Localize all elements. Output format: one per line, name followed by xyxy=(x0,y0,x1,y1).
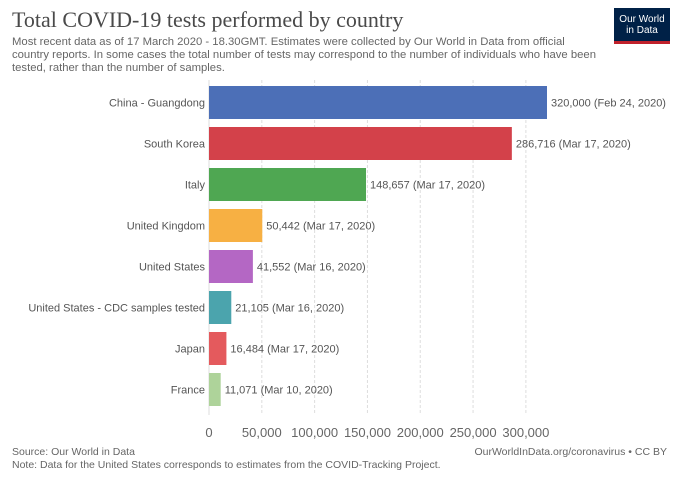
bars xyxy=(209,86,547,406)
x-tick-label: 50,000 xyxy=(242,425,282,440)
bar[interactable] xyxy=(209,168,367,201)
category-labels: China - Guangdong South Korea Italy United … xyxy=(28,98,206,397)
category-label: United States xyxy=(139,262,206,274)
x-tick-label: 250,000 xyxy=(450,425,497,440)
logo-line-1: Our World xyxy=(619,14,665,25)
data-note: Note: Data for the United States corresp… xyxy=(12,459,441,471)
x-tick-label: 200,000 xyxy=(397,425,444,440)
bar[interactable] xyxy=(209,332,227,365)
x-tick-label: 150,000 xyxy=(344,425,391,440)
bar[interactable] xyxy=(209,209,263,242)
category-label: Japan xyxy=(175,344,205,356)
logo-line-2: in Data xyxy=(626,25,658,36)
category-label: United Kingdom xyxy=(127,221,205,233)
value-label: 41,552 (Mar 16, 2020) xyxy=(257,262,366,274)
bar[interactable] xyxy=(209,250,253,283)
owid-logo[interactable]: Our World in Data xyxy=(614,8,670,44)
category-label: France xyxy=(171,385,205,397)
x-axis-ticks: 0 50,000 100,000 150,000 200,000 250,000 300,0… xyxy=(205,425,549,440)
value-label: 50,442 (Mar 17, 2020) xyxy=(266,221,375,233)
category-label: China - Guangdong xyxy=(109,98,205,110)
chart-title: Total COVID-19 tests performed by countr… xyxy=(12,7,404,32)
bar[interactable] xyxy=(209,86,547,119)
value-labels: 320,000 (Feb 24, 2020) 286,716 (Mar 17, 2… xyxy=(225,98,666,397)
value-label: 286,716 (Mar 17, 2020) xyxy=(516,139,631,151)
value-label: 16,484 (Mar 17, 2020) xyxy=(230,344,339,356)
x-tick-label: 100,000 xyxy=(291,425,338,440)
bar[interactable] xyxy=(209,127,512,160)
x-tick-label: 300,000 xyxy=(502,425,549,440)
value-label: 320,000 (Feb 24, 2020) xyxy=(551,98,666,110)
bar[interactable] xyxy=(209,291,232,324)
value-label: 11,071 (Mar 10, 2020) xyxy=(225,385,333,397)
chart-subtitle: Most recent data as of 17 March 2020 - 1… xyxy=(12,36,596,74)
source-note: Source: Our World in Data xyxy=(12,446,135,458)
source-url[interactable]: OurWorldInData.org/coronavirus • CC BY xyxy=(474,446,667,458)
category-label: Italy xyxy=(185,180,206,192)
value-label: 21,105 (Mar 16, 2020) xyxy=(235,303,344,315)
x-tick-label: 0 xyxy=(205,425,212,440)
category-label: United States - CDC samples tested xyxy=(28,303,205,315)
category-label: South Korea xyxy=(144,139,206,151)
bar[interactable] xyxy=(209,373,221,406)
value-label: 148,657 (Mar 17, 2020) xyxy=(370,180,485,192)
